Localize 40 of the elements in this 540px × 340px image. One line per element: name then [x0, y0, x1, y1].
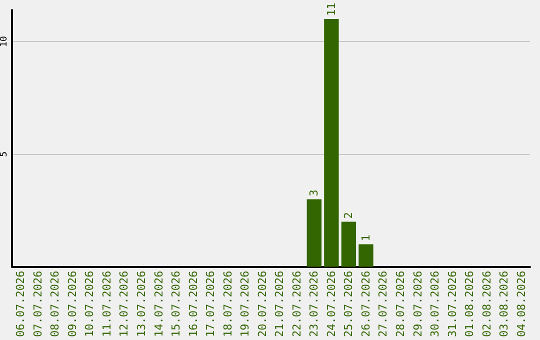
x-tick-label: 23.07.2026 [308, 270, 321, 338]
x-tick-label: 26.07.2026 [359, 270, 372, 338]
bar [324, 19, 339, 267]
x-tick-label: 12.07.2026 [118, 270, 131, 338]
x-tick-label: 13.07.2026 [135, 270, 148, 338]
x-tick-label: 20.07.2026 [256, 270, 269, 338]
x-tick-label: 31.07.2026 [446, 270, 459, 338]
x-tick-label: 15.07.2026 [170, 270, 183, 338]
bar [358, 244, 374, 267]
x-tick-label: 01.08.2026 [463, 270, 476, 338]
bar [341, 222, 356, 267]
x-tick-label: 04.08.2026 [514, 270, 528, 338]
data-label: 1 [359, 234, 372, 242]
x-tick-label: 06.07.2026 [14, 270, 28, 338]
x-tick-label: 16.07.2026 [186, 270, 200, 338]
x-tick-label: 28.07.2026 [394, 270, 407, 338]
x-tick-label: 17.07.2026 [204, 270, 218, 338]
x-tick-label: 18.07.2026 [221, 270, 234, 338]
x-tick-label: 02.08.2026 [480, 270, 494, 338]
x-tick-label: 27.07.2026 [376, 270, 390, 338]
x-tick-label: 09.07.2026 [66, 270, 79, 338]
x-tick-label: 21.07.2026 [273, 270, 286, 338]
x-tick-label: 22.07.2026 [290, 270, 304, 338]
x-tick-label: 11.07.2026 [100, 270, 114, 338]
x-tick-label: 25.07.2026 [342, 270, 356, 338]
x-tick-label: 08.07.2026 [48, 270, 62, 338]
x-tick-label: 19.07.2026 [238, 270, 252, 338]
data-label: 11 [324, 2, 338, 16]
data-label: 2 [342, 212, 356, 219]
y-tick-label: 5 [0, 151, 10, 157]
bar [306, 199, 322, 267]
y-tick-label: 10 [0, 36, 10, 47]
x-tick-label: 10.07.2026 [83, 270, 96, 338]
x-tick-label: 30.07.2026 [428, 270, 442, 338]
x-tick-label: 14.07.2026 [152, 270, 166, 338]
x-tick-label: 03.08.2026 [498, 270, 511, 338]
data-label: 3 [308, 190, 321, 196]
x-tick-label: 29.07.2026 [411, 270, 424, 338]
x-tick-label: 07.07.2026 [31, 270, 44, 338]
x-tick-label: 24.07.2026 [324, 270, 338, 338]
